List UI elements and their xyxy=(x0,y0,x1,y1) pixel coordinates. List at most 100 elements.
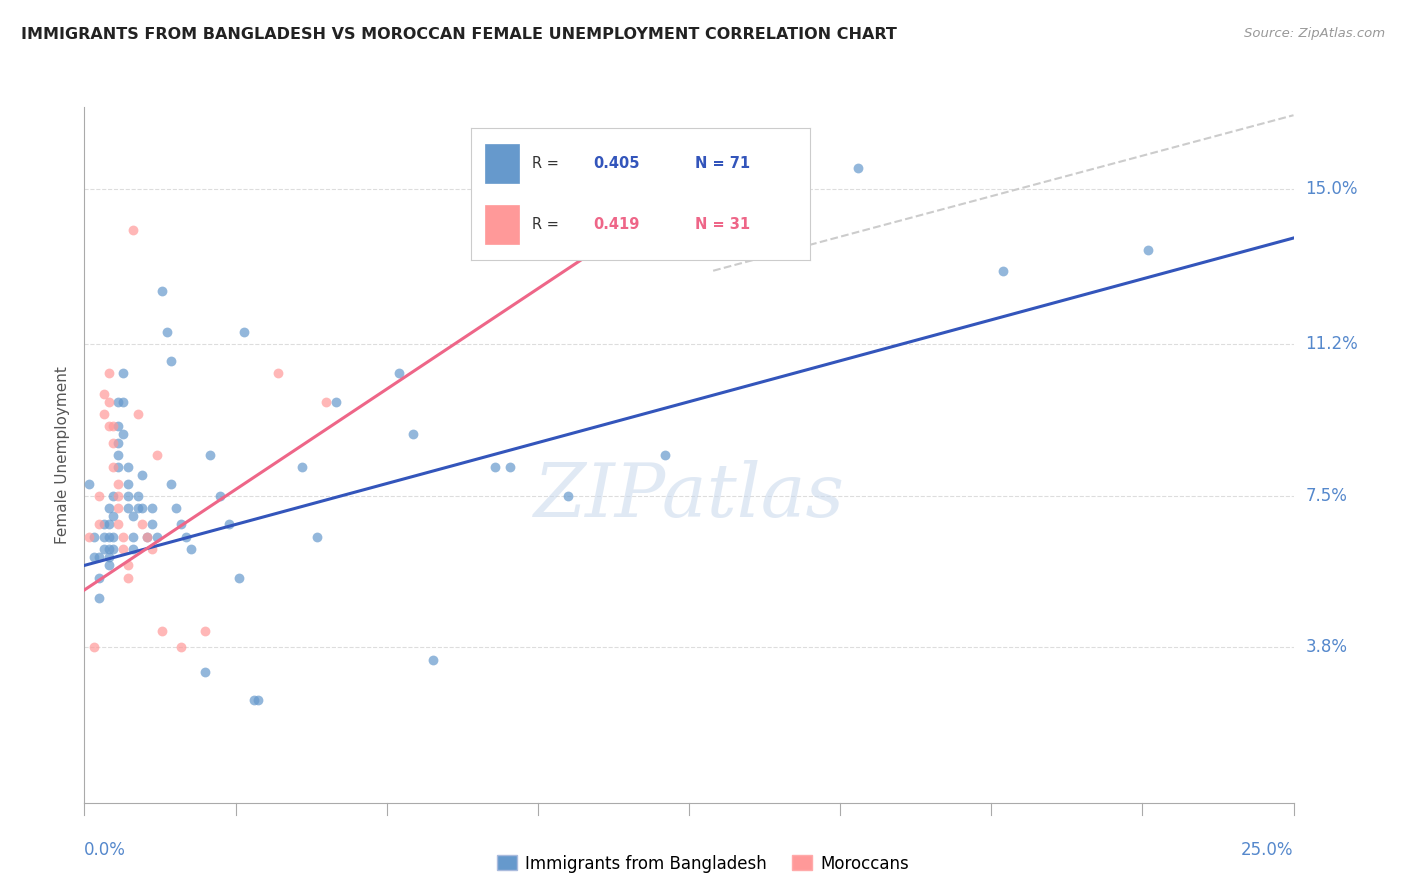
Text: Female Unemployment: Female Unemployment xyxy=(55,366,70,544)
Point xyxy=(93,386,115,401)
Point xyxy=(208,489,231,503)
Point xyxy=(141,501,163,516)
Point xyxy=(93,407,115,421)
Point xyxy=(170,517,193,532)
Point xyxy=(97,550,120,565)
Point xyxy=(141,542,163,557)
Point xyxy=(83,530,105,544)
Point xyxy=(136,530,159,544)
Point xyxy=(499,460,522,475)
Point xyxy=(103,460,125,475)
Text: IMMIGRANTS FROM BANGLADESH VS MOROCCAN FEMALE UNEMPLOYMENT CORRELATION CHART: IMMIGRANTS FROM BANGLADESH VS MOROCCAN F… xyxy=(21,27,897,42)
Point xyxy=(388,366,411,380)
Point xyxy=(87,517,110,532)
Point xyxy=(121,542,143,557)
Text: Source: ZipAtlas.com: Source: ZipAtlas.com xyxy=(1244,27,1385,40)
Point xyxy=(131,517,153,532)
Point xyxy=(422,652,444,666)
Point xyxy=(194,624,217,638)
Point xyxy=(198,448,221,462)
Point xyxy=(127,489,149,503)
Point xyxy=(247,693,270,707)
Point xyxy=(103,530,125,544)
Point xyxy=(117,476,139,491)
Point xyxy=(97,366,120,380)
Point xyxy=(107,501,129,516)
Point xyxy=(267,366,290,380)
Point xyxy=(83,550,105,565)
Point xyxy=(291,460,314,475)
Point xyxy=(484,460,506,475)
Point xyxy=(150,624,173,638)
Point xyxy=(97,530,120,544)
Point xyxy=(180,542,202,557)
Point xyxy=(174,530,197,544)
Point xyxy=(117,489,139,503)
Point xyxy=(107,489,129,503)
Point xyxy=(87,571,110,585)
Point xyxy=(117,571,139,585)
Point xyxy=(121,223,143,237)
Point xyxy=(107,419,129,434)
Point xyxy=(107,435,129,450)
Point xyxy=(160,476,183,491)
Point xyxy=(242,693,264,707)
Point xyxy=(194,665,217,679)
Point xyxy=(112,394,135,409)
Point xyxy=(402,427,425,442)
Point xyxy=(141,517,163,532)
Point xyxy=(83,640,105,655)
Point xyxy=(315,394,337,409)
Legend: Immigrants from Bangladesh, Moroccans: Immigrants from Bangladesh, Moroccans xyxy=(491,848,915,880)
Point xyxy=(107,448,129,462)
Point xyxy=(107,517,129,532)
Text: 0.0%: 0.0% xyxy=(84,841,127,859)
Point xyxy=(97,419,120,434)
Point xyxy=(93,517,115,532)
Point xyxy=(117,460,139,475)
Point xyxy=(146,448,169,462)
Point xyxy=(233,325,256,339)
Point xyxy=(93,542,115,557)
Point xyxy=(97,558,120,573)
Text: 3.8%: 3.8% xyxy=(1306,639,1347,657)
Point xyxy=(97,517,120,532)
Point xyxy=(654,448,676,462)
Point xyxy=(103,489,125,503)
Point xyxy=(107,476,129,491)
Point xyxy=(131,501,153,516)
Point xyxy=(117,558,139,573)
Point xyxy=(127,501,149,516)
Point xyxy=(112,542,135,557)
Point xyxy=(87,489,110,503)
Point xyxy=(993,264,1015,278)
Point xyxy=(97,501,120,516)
Point xyxy=(112,530,135,544)
Point xyxy=(107,460,129,475)
Point xyxy=(97,542,120,557)
Point xyxy=(93,530,115,544)
Point xyxy=(160,353,183,368)
Point xyxy=(103,435,125,450)
Point xyxy=(87,591,110,606)
Point xyxy=(107,394,129,409)
Point xyxy=(846,161,869,176)
Point xyxy=(557,489,579,503)
Point xyxy=(155,325,177,339)
Point xyxy=(103,419,125,434)
Point xyxy=(136,530,159,544)
Text: 25.0%: 25.0% xyxy=(1241,841,1294,859)
Point xyxy=(305,530,328,544)
Point xyxy=(131,468,153,483)
Point xyxy=(77,476,100,491)
Point xyxy=(103,542,125,557)
Text: 7.5%: 7.5% xyxy=(1306,487,1347,505)
Point xyxy=(228,571,250,585)
Point xyxy=(127,407,149,421)
Point xyxy=(150,284,173,298)
Point xyxy=(117,501,139,516)
Point xyxy=(170,640,193,655)
Point xyxy=(121,509,143,524)
Text: 11.2%: 11.2% xyxy=(1306,335,1358,353)
Point xyxy=(112,427,135,442)
